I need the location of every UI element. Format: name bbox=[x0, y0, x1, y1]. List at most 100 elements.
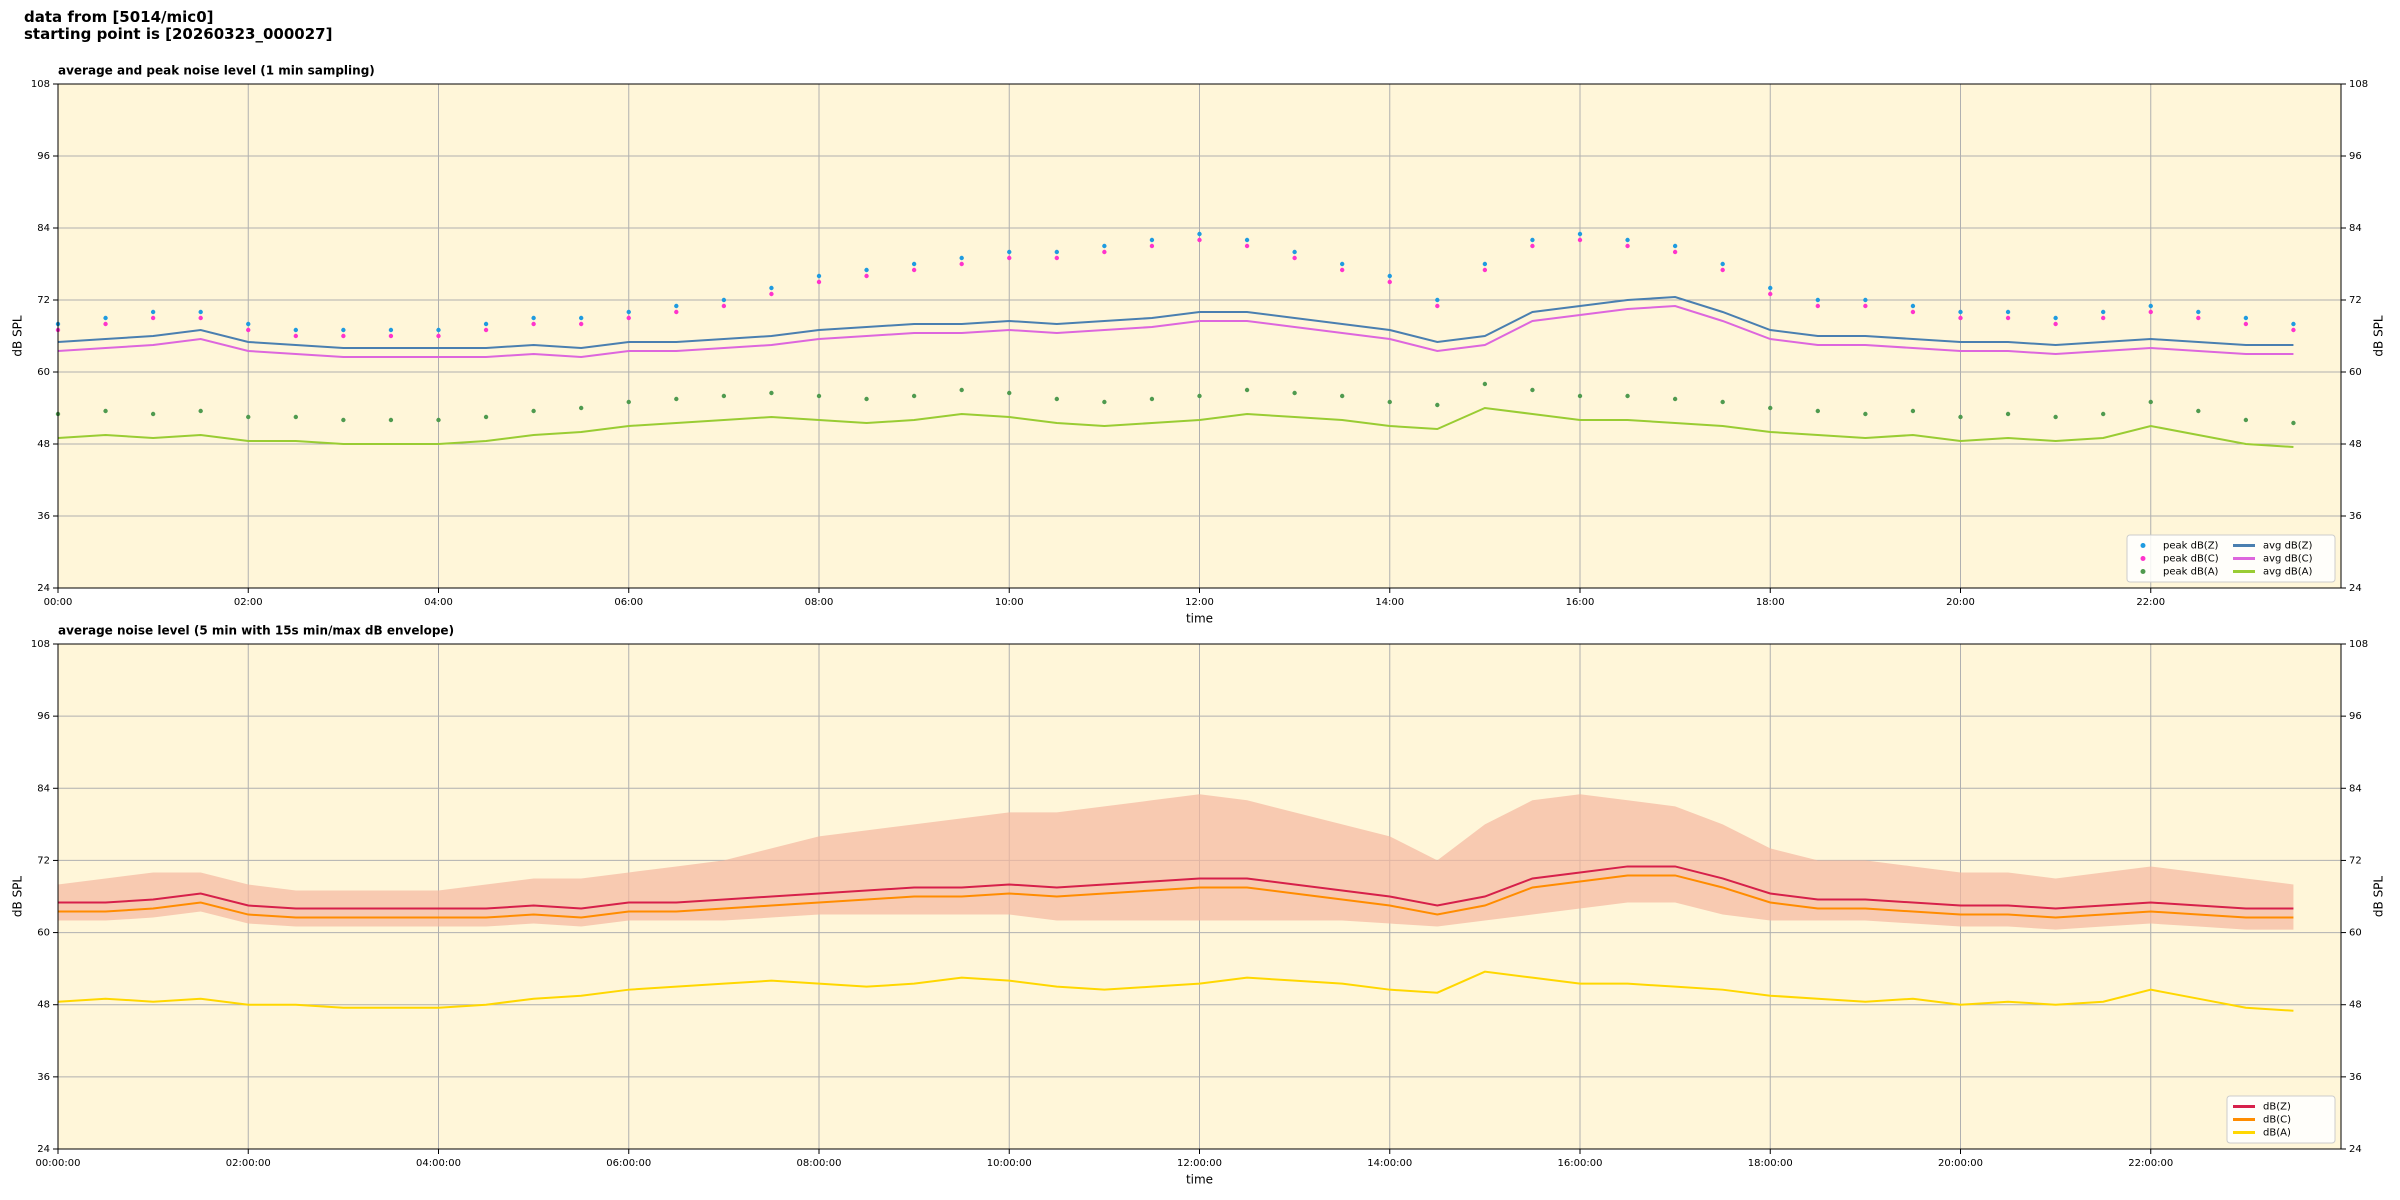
peak-dot bbox=[1197, 393, 1202, 399]
peak-dot bbox=[1863, 411, 1868, 417]
peak-dot bbox=[769, 390, 774, 396]
plot-frame bbox=[57, 643, 2342, 1150]
peak-dot bbox=[2243, 417, 2249, 423]
y-tick-label: 108 bbox=[2349, 639, 2368, 650]
y-tick-label: 72 bbox=[37, 295, 50, 306]
y-tick-label: 96 bbox=[2349, 711, 2362, 722]
peak-dot bbox=[2148, 309, 2153, 315]
y-tick-label: 36 bbox=[37, 1072, 50, 1083]
peak-dot bbox=[1958, 309, 1963, 315]
peak-dot bbox=[626, 399, 631, 405]
series-line bbox=[58, 874, 2294, 919]
peak-dot bbox=[436, 327, 441, 333]
y-tick-label: 36 bbox=[37, 511, 50, 522]
peak-dot bbox=[293, 333, 299, 339]
peak-dot bbox=[198, 309, 203, 315]
peak-dot bbox=[1054, 396, 1060, 402]
peak-dot bbox=[1339, 393, 1345, 399]
peak-dot bbox=[1577, 393, 1583, 399]
y-tick-label: 48 bbox=[2349, 1000, 2362, 1011]
peak-dot bbox=[1577, 237, 1583, 243]
peak-dot bbox=[246, 327, 251, 333]
peak-dot bbox=[959, 255, 964, 261]
y-tick-label: 60 bbox=[2349, 367, 2362, 378]
peak-dot bbox=[103, 315, 108, 321]
peak-dot bbox=[1339, 261, 1345, 267]
peak-dot bbox=[1863, 297, 1868, 303]
peak-dot bbox=[1863, 303, 1868, 309]
peak-dot bbox=[103, 321, 108, 327]
peak-dot bbox=[2243, 315, 2249, 321]
peak-dot bbox=[436, 333, 441, 339]
x-tick-label: 12:00:00 bbox=[1177, 1158, 1222, 1169]
y-axis-label: dB SPL bbox=[11, 315, 25, 357]
peak-dot bbox=[578, 405, 584, 411]
x-tick-label: 08:00 bbox=[805, 597, 834, 608]
x-tick-label: 00:00 bbox=[44, 597, 73, 608]
peak-dot bbox=[1672, 249, 1678, 255]
peak-dot bbox=[2291, 420, 2296, 426]
peak-dot bbox=[198, 408, 203, 414]
peak-dot bbox=[1530, 237, 1535, 243]
peak-dot bbox=[1244, 243, 1250, 249]
peak-dot bbox=[1625, 243, 1630, 249]
peak-dot bbox=[1768, 285, 1773, 291]
peak-dot bbox=[1054, 255, 1060, 261]
peak-dot bbox=[1102, 399, 1107, 405]
x-tick-label: 10:00:00 bbox=[987, 1158, 1032, 1169]
peak-dot bbox=[483, 321, 489, 327]
x-tick-label: 22:00:00 bbox=[2128, 1158, 2173, 1169]
peak-dot bbox=[1625, 237, 1630, 243]
peak-dot bbox=[1292, 390, 1297, 396]
peak-dot bbox=[1530, 243, 1535, 249]
x-axis-label: time bbox=[1186, 612, 1213, 626]
x-axis-label: time bbox=[1186, 1173, 1213, 1187]
peak-dot bbox=[1007, 249, 1012, 255]
legend-box bbox=[2126, 534, 2336, 583]
peak-dot bbox=[103, 408, 108, 414]
legend-label: avg dB(A) bbox=[2263, 567, 2313, 578]
peak-dot bbox=[1577, 231, 1583, 237]
legend-marker bbox=[2140, 543, 2146, 548]
peak-dot bbox=[1054, 249, 1060, 255]
legend-label: dB(C) bbox=[2263, 1115, 2291, 1126]
peak-dot bbox=[1482, 261, 1488, 267]
y-tick-label: 60 bbox=[37, 367, 50, 378]
y-tick-label: 72 bbox=[2349, 295, 2362, 306]
peak-dot bbox=[721, 297, 727, 303]
peak-dot bbox=[2196, 408, 2201, 414]
peak-dot bbox=[1244, 237, 1250, 243]
peak-dot bbox=[626, 315, 631, 321]
header-line: data from [5014/mic0] bbox=[24, 8, 214, 26]
peak-dot bbox=[2243, 321, 2249, 327]
x-tick-label: 16:00:00 bbox=[1558, 1158, 1603, 1169]
peak-dot bbox=[1292, 255, 1297, 261]
peak-dot bbox=[1387, 279, 1392, 285]
peak-dot bbox=[1815, 408, 1821, 414]
x-tick-label: 02:00:00 bbox=[226, 1158, 271, 1169]
peak-dot bbox=[1292, 249, 1297, 255]
peak-dot bbox=[388, 333, 394, 339]
peak-dot bbox=[1102, 243, 1107, 249]
peak-dot bbox=[1482, 267, 1488, 273]
y-tick-label: 108 bbox=[31, 79, 50, 90]
peak-dot bbox=[769, 285, 774, 291]
peak-dot bbox=[578, 321, 584, 327]
y-tick-label: 72 bbox=[37, 855, 50, 866]
peak-dot bbox=[2005, 411, 2011, 417]
peak-dot bbox=[674, 303, 679, 309]
peak-dot bbox=[1672, 243, 1678, 249]
x-tick-label: 06:00:00 bbox=[606, 1158, 651, 1169]
peak-dot bbox=[1720, 267, 1725, 273]
peak-dot bbox=[816, 393, 822, 399]
y-axis-label: dB SPL bbox=[2372, 876, 2386, 918]
peak-dot bbox=[341, 327, 346, 333]
y-tick-label: 84 bbox=[37, 223, 50, 234]
header-line: starting point is [20260323_000027] bbox=[24, 25, 332, 43]
x-tick-label: 16:00 bbox=[1566, 597, 1595, 608]
x-tick-label: 02:00 bbox=[234, 597, 263, 608]
peak-dot bbox=[436, 417, 441, 423]
plot-frame bbox=[57, 83, 2342, 589]
peak-dot bbox=[911, 393, 917, 399]
